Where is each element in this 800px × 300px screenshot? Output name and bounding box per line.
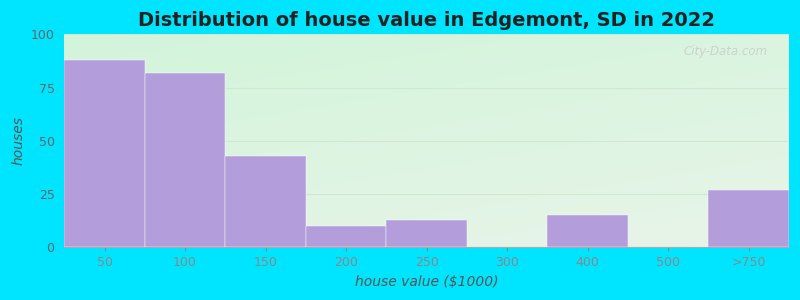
Y-axis label: houses: houses: [11, 116, 25, 165]
Bar: [547, 215, 628, 247]
Bar: [386, 220, 467, 247]
Title: Distribution of house value in Edgemont, SD in 2022: Distribution of house value in Edgemont,…: [138, 11, 715, 30]
Bar: [64, 60, 145, 247]
Bar: [226, 156, 306, 247]
Bar: [708, 190, 789, 247]
Bar: [306, 226, 386, 247]
Text: City-Data.com: City-Data.com: [683, 45, 767, 58]
X-axis label: house value ($1000): house value ($1000): [355, 275, 498, 289]
Bar: [145, 73, 226, 247]
